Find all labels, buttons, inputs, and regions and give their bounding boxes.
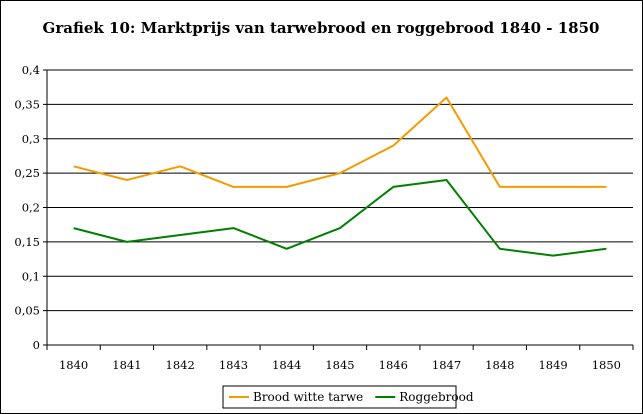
legend-label: Brood witte tarwe bbox=[253, 390, 363, 404]
y-tick-label: 0,1 bbox=[22, 269, 40, 283]
x-tick-label: 1849 bbox=[538, 358, 567, 372]
y-tick-label: 0,35 bbox=[14, 97, 40, 111]
y-tick-label: 0,15 bbox=[14, 235, 40, 249]
x-tick-label: 1848 bbox=[485, 358, 514, 372]
axes: 0 0,05 0,1 0,15 0,2 0,25 0,3 0,35 0,4 1840 1841 184… bbox=[14, 63, 634, 372]
x-tick-label: 1841 bbox=[112, 358, 141, 372]
y-tick-label: 0 bbox=[33, 338, 40, 352]
y-tick-label: 0,25 bbox=[14, 166, 40, 180]
x-tick-label: 1847 bbox=[432, 358, 461, 372]
x-tick-label: 1840 bbox=[59, 358, 88, 372]
y-tick-label: 0,3 bbox=[22, 132, 40, 146]
series-line-brood-witte-tarwe bbox=[73, 96, 607, 188]
y-tick-label: 0,05 bbox=[14, 304, 40, 318]
x-tick-label: 1842 bbox=[166, 358, 195, 372]
legend-box bbox=[222, 385, 457, 409]
x-tick-label: 1844 bbox=[272, 358, 301, 372]
x-tick-label: 1850 bbox=[592, 358, 621, 372]
chart-title: Grafiek 10: Marktprijs van tarwebrood en… bbox=[43, 19, 600, 37]
x-tick-label: 1843 bbox=[219, 358, 248, 372]
y-tick-label: 0,2 bbox=[22, 201, 40, 215]
legend-label: Roggebrood bbox=[399, 390, 474, 404]
y-tick-label: 0,4 bbox=[22, 63, 40, 77]
x-tick-label: 1846 bbox=[379, 358, 408, 372]
series-line-roggebrood bbox=[73, 179, 607, 257]
gridlines bbox=[47, 69, 633, 312]
series-lines bbox=[73, 96, 607, 257]
x-tick-label: 1845 bbox=[325, 358, 354, 372]
legend: Brood witte tarwe Roggebrood bbox=[222, 385, 474, 409]
